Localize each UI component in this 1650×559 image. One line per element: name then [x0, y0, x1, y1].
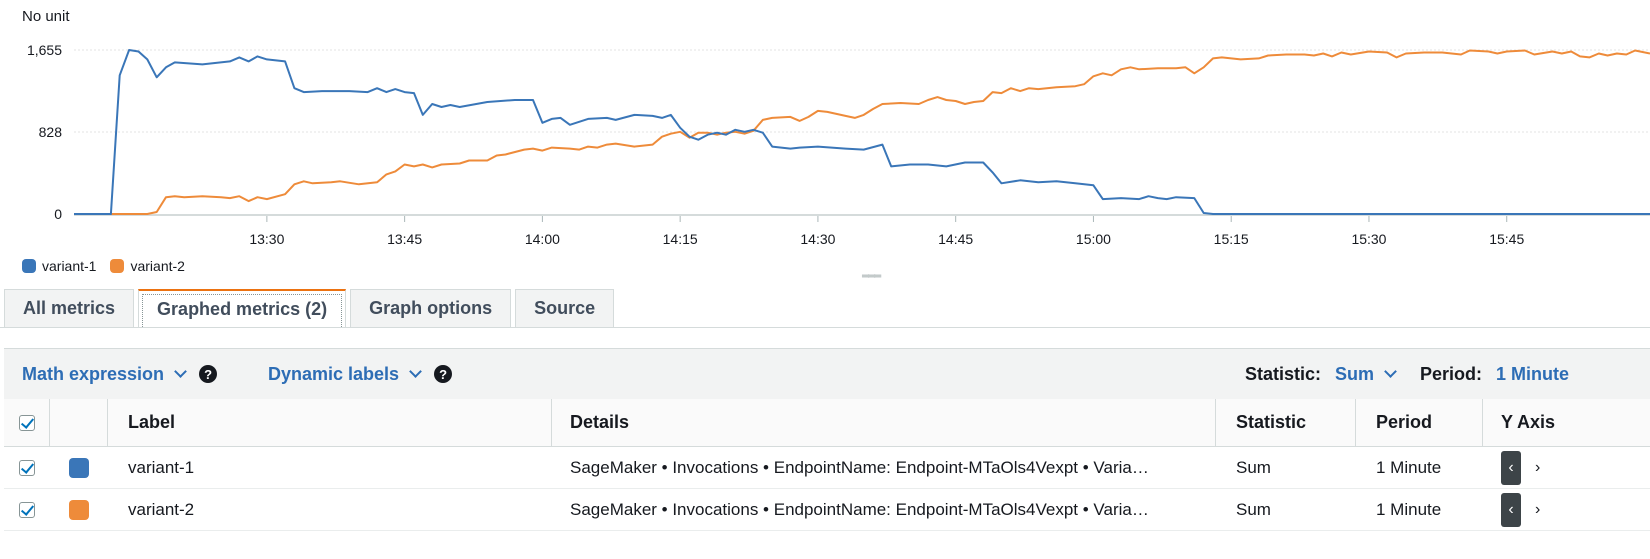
row-yaxis: ‹ ›: [1483, 447, 1650, 488]
period-label: Period:: [1420, 363, 1483, 384]
legend-swatch: [110, 259, 125, 273]
series-color-swatch[interactable]: [69, 499, 89, 520]
chevron-right-icon[interactable]: ›: [1535, 500, 1541, 518]
x-tick-label: 15:00: [1076, 231, 1111, 247]
chevron-left-icon[interactable]: ‹: [1501, 450, 1521, 485]
x-tick-label: 15:45: [1489, 231, 1524, 247]
row-label[interactable]: variant-1: [128, 457, 195, 477]
chevron-down-icon[interactable]: [409, 365, 422, 378]
table-row: variant-2 SageMaker • Invocations • Endp…: [4, 489, 1650, 531]
tab-graphed-metrics[interactable]: Graphed metrics (2): [138, 289, 347, 327]
statistic-label: Statistic:: [1245, 363, 1322, 384]
row-statistic[interactable]: Sum: [1236, 457, 1271, 477]
chart-legend: variant-1 variant-2: [22, 258, 185, 274]
tab-divider: [0, 327, 1650, 328]
x-tick-label: 14:15: [663, 231, 698, 247]
statistic-selector: Statistic: Sum: [1245, 349, 1403, 399]
row-color-cell: [50, 447, 108, 488]
row-period[interactable]: 1 Minute: [1376, 499, 1442, 519]
x-tick-label: 14:30: [800, 231, 835, 247]
label-header[interactable]: Label: [108, 399, 552, 446]
table-header-row: Label Details Statistic Period Y Axis: [4, 399, 1650, 447]
yaxis-header[interactable]: Y Axis: [1501, 412, 1556, 432]
legend-label: variant-1: [42, 258, 97, 274]
color-header: [50, 399, 108, 446]
period-selector: Period: 1 Minute: [1420, 349, 1569, 399]
row-color-cell: [50, 489, 108, 530]
x-tick-label: 14:45: [938, 231, 973, 247]
row-yaxis: ‹ ›: [1483, 489, 1650, 530]
dynamic-labels-dropdown[interactable]: Dynamic labels ?: [268, 349, 453, 399]
help-icon[interactable]: ?: [434, 365, 453, 383]
x-tick-label: 13:45: [387, 231, 422, 247]
table-row: variant-1 SageMaker • Invocations • Endp…: [4, 447, 1650, 489]
x-tick-label: 15:15: [1214, 231, 1249, 247]
tab-graph-options[interactable]: Graph options: [350, 289, 512, 327]
row-label[interactable]: variant-2: [128, 499, 195, 519]
chevron-down-icon[interactable]: [174, 365, 187, 378]
chevron-right-icon[interactable]: ›: [1535, 458, 1541, 476]
row-checkbox[interactable]: [19, 459, 35, 476]
series-line-variant-1: [74, 49, 1650, 215]
series-line-variant-2: [74, 49, 1650, 215]
chevron-left-icon[interactable]: ‹: [1501, 492, 1521, 527]
statistic-value[interactable]: Sum: [1335, 363, 1375, 384]
resize-handle-icon[interactable]: ═══: [862, 271, 881, 282]
y-tick-label: 0: [54, 206, 62, 222]
legend-swatch: [22, 259, 36, 273]
series-color-swatch[interactable]: [69, 457, 89, 478]
select-all-cell: [4, 399, 50, 446]
row-details: SageMaker • Invocations • EndpointName: …: [570, 457, 1149, 477]
x-tick-label: 13:30: [249, 231, 284, 247]
details-header[interactable]: Details: [552, 399, 1216, 446]
row-statistic[interactable]: Sum: [1236, 499, 1271, 519]
y-axis-unit-label: No unit: [22, 8, 70, 25]
row-checkbox-cell: [4, 489, 50, 530]
period-header[interactable]: Period: [1356, 399, 1483, 446]
legend-label: variant-2: [130, 258, 185, 274]
row-period[interactable]: 1 Minute: [1376, 457, 1442, 477]
chevron-down-icon[interactable]: [1384, 365, 1397, 378]
x-tick-label: 15:30: [1351, 231, 1386, 247]
row-details: SageMaker • Invocations • EndpointName: …: [570, 499, 1149, 519]
help-icon[interactable]: ?: [199, 365, 218, 383]
line-chart: 0 828 1,655 13:30 13:45 14:00 14:15 14:30 14:45 1…: [27, 42, 1650, 247]
legend-item-variant-2[interactable]: variant-2: [110, 258, 185, 274]
y-tick-label: 1,655: [27, 42, 62, 58]
tab-bar: All metrics Graphed metrics (2) Graph op…: [4, 289, 615, 328]
x-tick-label: 14:00: [525, 231, 560, 247]
tab-source[interactable]: Source: [515, 289, 615, 327]
period-value[interactable]: 1 Minute: [1496, 363, 1570, 384]
math-expression-label[interactable]: Math expression: [22, 363, 165, 384]
math-expression-dropdown[interactable]: Math expression ?: [22, 349, 218, 399]
dynamic-labels-label[interactable]: Dynamic labels: [268, 363, 400, 384]
y-tick-label: 828: [39, 124, 63, 140]
row-checkbox[interactable]: [19, 501, 35, 518]
tab-all-metrics[interactable]: All metrics: [4, 289, 135, 327]
row-checkbox-cell: [4, 447, 50, 488]
metrics-toolbar: Math expression ? Dynamic labels ? Stati…: [4, 348, 1650, 400]
statistic-header[interactable]: Statistic: [1216, 399, 1356, 446]
select-all-checkbox[interactable]: [18, 414, 35, 431]
legend-item-variant-1[interactable]: variant-1: [22, 258, 96, 274]
